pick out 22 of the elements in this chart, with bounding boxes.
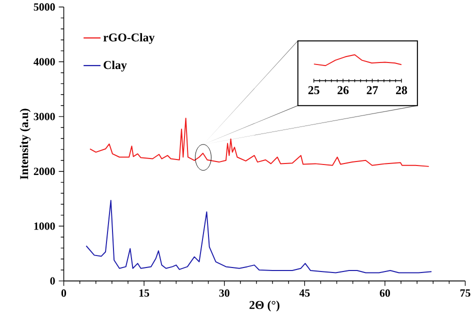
y-tick-label: 0: [50, 277, 55, 285]
x-axis-title: 2Θ (°): [250, 300, 280, 312]
line-series: [86, 200, 432, 274]
line-series: [89, 118, 430, 168]
x-tick-label: 26: [338, 86, 349, 94]
x-tick-label: 15: [139, 290, 150, 297]
x-tick-label: 30: [219, 290, 230, 297]
legend-label: Clay: [104, 60, 127, 72]
y-tick-label: 5000: [34, 3, 55, 11]
y-axis-title: Intensity (a.u): [20, 108, 31, 180]
x-tick-label: 75: [460, 290, 470, 297]
x-tick-label: 0: [61, 290, 66, 297]
x-tick-label: 28: [396, 86, 408, 94]
x-tick-label: 27: [366, 86, 378, 94]
x-tick-label: 45: [299, 290, 310, 297]
y-tick-label: 2000: [34, 168, 55, 176]
x-tick-label: 60: [380, 290, 390, 297]
y-tick-label: 3000: [34, 113, 55, 120]
x-tick-label: 25: [308, 86, 320, 94]
y-tick-label: 1000: [34, 222, 55, 230]
legend-label: rGO-Clay: [103, 33, 155, 44]
y-tick-label: 4000: [34, 58, 55, 66]
